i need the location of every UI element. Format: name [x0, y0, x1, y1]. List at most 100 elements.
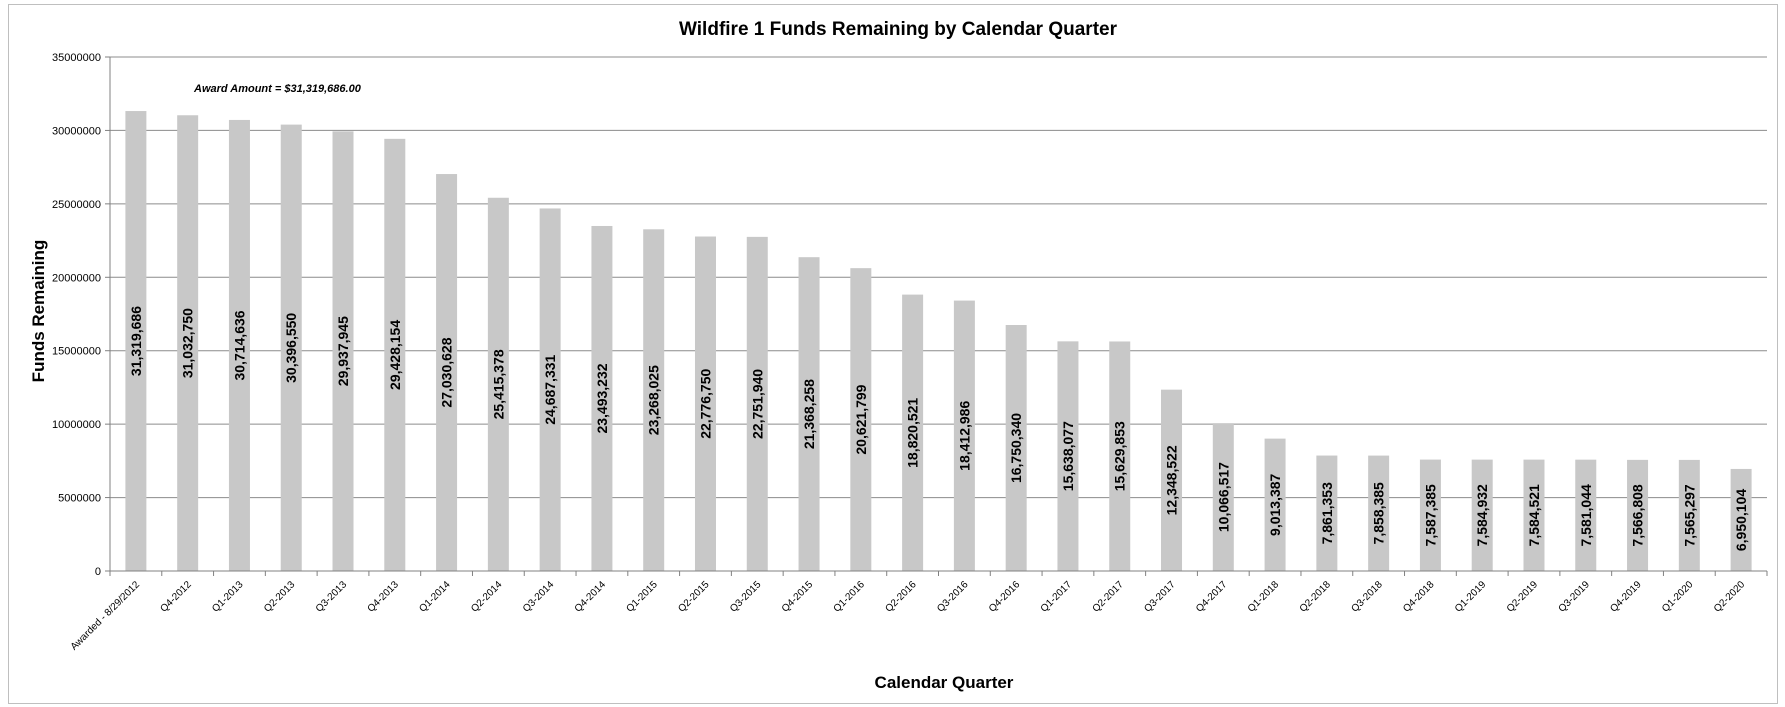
x-tick-label: Q2-2017 [1091, 579, 1127, 615]
x-tick-label: Q1-2018 [1246, 579, 1282, 615]
data-label: 7,858,385 [1371, 482, 1387, 544]
data-label: 24,687,331 [542, 354, 558, 424]
x-axis-ticks: Awarded - 8/29/2012 Q4-2012 Q1-2013 Q2-2013… [69, 571, 1768, 653]
x-tick-label: Q4-2015 [780, 579, 816, 615]
x-axis-title: Calendar Quarter [875, 673, 1014, 692]
bar [487, 197, 509, 571]
data-label: 27,030,628 [439, 337, 455, 407]
data-label: 7,565,297 [1681, 484, 1697, 546]
bar [384, 138, 406, 571]
bar [1264, 438, 1286, 571]
x-tick-label: Q4-2013 [366, 579, 402, 615]
bar [1678, 459, 1700, 571]
x-tick-label: Q2-2013 [262, 579, 298, 615]
bar [1730, 468, 1752, 571]
x-tick-label: Q2-2019 [1505, 579, 1541, 615]
y-tick-label: 35000000 [52, 52, 101, 64]
gridlines [110, 56, 1767, 499]
x-tick-label: Q2-2020 [1712, 579, 1748, 615]
x-tick-label: Q3-2017 [1142, 579, 1178, 615]
bar [280, 124, 302, 571]
y-tick-label: 10000000 [52, 419, 101, 431]
x-tick-label: Q1-2017 [1039, 579, 1075, 615]
data-label: 30,714,636 [231, 310, 247, 380]
data-label: 12,348,522 [1164, 445, 1180, 515]
bar [1161, 389, 1183, 571]
data-label: 7,584,932 [1474, 484, 1490, 546]
x-tick-label: Q4-2018 [1401, 579, 1437, 615]
x-tick-label: Q1-2020 [1660, 579, 1696, 615]
data-label: 30,396,550 [283, 313, 299, 383]
chart-title: Wildfire 1 Funds Remaining by Calendar Q… [679, 19, 1118, 40]
x-tick-label: Q3-2013 [314, 579, 350, 615]
bar [902, 294, 924, 571]
data-label: 7,584,521 [1526, 484, 1542, 546]
x-tick-label: Q4-2014 [573, 579, 609, 615]
x-tick-label: Q4-2012 [158, 579, 194, 615]
data-label: 31,032,750 [180, 308, 196, 378]
x-tick-label: Q4-2017 [1194, 579, 1230, 615]
data-label: 22,751,940 [749, 369, 765, 439]
x-tick-label: Q1-2016 [832, 579, 868, 615]
x-tick-label: Q3-2014 [521, 579, 557, 615]
x-tick-label: Q3-2019 [1557, 579, 1593, 615]
bar [1419, 459, 1441, 571]
data-label: 15,629,853 [1112, 421, 1128, 491]
x-tick-label: Q3-2016 [935, 579, 971, 615]
bar [177, 115, 199, 571]
data-label: 7,587,385 [1422, 484, 1438, 546]
bar [125, 111, 147, 572]
bar [1005, 325, 1027, 571]
bar [1523, 459, 1545, 571]
x-tick-label: Q3-2018 [1349, 579, 1385, 615]
x-tick-label: Q1-2014 [417, 579, 453, 615]
x-tick-label: Q2-2014 [469, 579, 505, 615]
x-tick-label: Q2-2015 [676, 579, 712, 615]
award-amount-annotation: Award Amount = $31,319,686.00 [193, 83, 362, 95]
bar [850, 268, 872, 571]
chart-frame [8, 4, 1778, 704]
bar [694, 236, 716, 572]
x-tick-label: Q1-2015 [625, 579, 661, 615]
y-axis-title: Funds Remaining [29, 240, 48, 383]
data-label: 16,750,340 [1008, 413, 1024, 483]
y-tick-label: 20000000 [52, 272, 101, 284]
data-label: 18,412,986 [956, 401, 972, 471]
bar [953, 300, 975, 571]
data-label: 29,937,945 [335, 316, 351, 386]
bar [1627, 459, 1649, 571]
y-tick-label: 15000000 [52, 346, 101, 358]
bars [125, 111, 1752, 572]
bar [1212, 423, 1234, 571]
bar [228, 119, 250, 572]
bar [1368, 455, 1390, 571]
bar [1575, 459, 1597, 571]
data-label: 6,950,104 [1733, 489, 1749, 551]
data-label: 21,368,258 [801, 379, 817, 449]
y-tick-label: 30000000 [52, 125, 101, 137]
x-tick-label: Q4-2019 [1608, 579, 1644, 615]
data-label: 7,566,808 [1630, 484, 1646, 546]
x-tick-label: Q3-2015 [728, 579, 764, 615]
data-label: 20,621,799 [853, 384, 869, 454]
y-tick-label: 0 [95, 566, 101, 578]
data-label: 23,493,232 [594, 363, 610, 433]
x-tick-label: Q2-2018 [1298, 579, 1334, 615]
data-label: 25,415,378 [490, 349, 506, 419]
data-label: 7,581,044 [1578, 484, 1594, 546]
x-tick-label: Q2-2016 [883, 579, 919, 615]
bar [539, 208, 561, 571]
data-label: 9,013,387 [1267, 473, 1283, 535]
data-label: 18,820,521 [905, 398, 921, 468]
data-label: 23,268,025 [646, 365, 662, 435]
data-label: 22,776,750 [697, 369, 713, 439]
data-label: 31,319,686 [128, 306, 144, 376]
data-label: 15,638,077 [1060, 421, 1076, 491]
x-tick-label: Q1-2019 [1453, 579, 1489, 615]
data-label: 29,428,154 [387, 320, 403, 390]
bar [798, 257, 820, 571]
bar [643, 229, 665, 572]
bar [436, 174, 458, 571]
data-label: 10,066,517 [1215, 462, 1231, 532]
y-tick-label: 25000000 [52, 199, 101, 211]
